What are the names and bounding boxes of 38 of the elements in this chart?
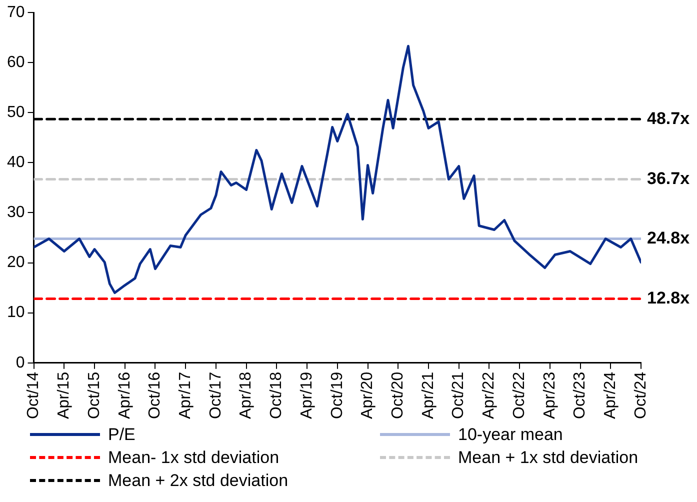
y-tick-label: 30 (7, 204, 25, 222)
y-tick-label: 40 (7, 154, 25, 172)
x-tick-label: Oct/16 (146, 372, 164, 419)
y-tick-label: 10 (7, 304, 25, 322)
y-tick-label: 20 (7, 254, 25, 272)
x-tick-label: Apr/20 (359, 372, 376, 419)
x-tick-label: Oct/21 (450, 372, 468, 419)
x-tick-label: Oct/23 (572, 372, 589, 419)
legend-label: 10-year mean (458, 424, 563, 444)
x-tick-label: Oct/24 (632, 372, 650, 419)
x-tick-label: Oct/22 (510, 372, 528, 419)
y-tick-label: 0 (16, 354, 25, 372)
legend-label: Mean + 1x std deviation (458, 448, 638, 468)
x-tick-label: Apr/19 (298, 372, 316, 419)
x-tick-label: Apr/18 (238, 372, 255, 419)
x-tick-label: Apr/24 (602, 372, 620, 419)
legend-label: Mean + 2x std deviation (108, 470, 288, 490)
x-tick-label: Oct/20 (390, 372, 407, 419)
x-tick-label: Apr/22 (480, 372, 498, 419)
legend-label: P/E (108, 424, 136, 444)
data-label: 48.7x (647, 108, 690, 128)
x-tick-label: Oct/15 (86, 372, 103, 419)
x-tick-label: Oct/18 (268, 372, 286, 419)
data-label: 36.7x (647, 168, 690, 188)
data-label: 24.8x (647, 228, 690, 248)
x-tick-label: Oct/19 (328, 372, 346, 419)
x-tick-label: Apr/23 (541, 372, 558, 419)
x-tick-label: Apr/17 (177, 372, 194, 419)
x-tick-label: Oct/17 (207, 372, 224, 419)
legend-label: Mean- 1x std deviation (108, 448, 280, 468)
y-tick-label: 60 (7, 54, 25, 72)
y-tick-label: 50 (7, 104, 25, 122)
data-label: 12.8x (647, 288, 690, 308)
y-tick-label: 70 (7, 4, 25, 22)
x-tick-label: Apr/16 (116, 372, 134, 419)
x-tick-label: Oct/14 (25, 372, 42, 419)
x-tick-label: Apr/15 (56, 372, 73, 419)
x-tick-label: Apr/21 (420, 372, 437, 419)
